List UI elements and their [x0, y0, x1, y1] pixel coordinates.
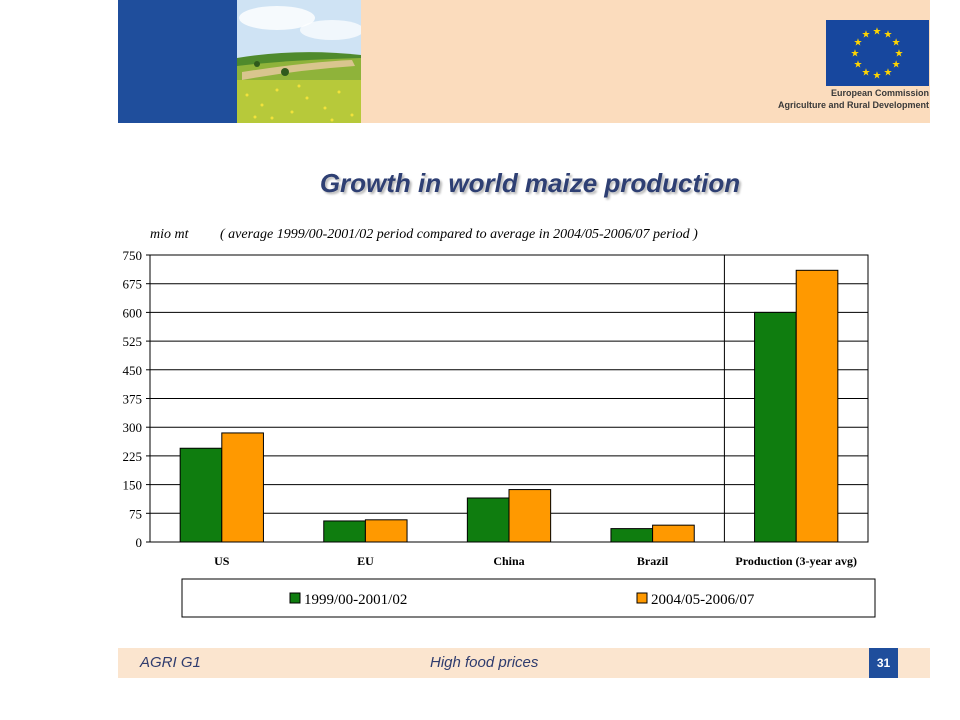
y-tick-label: 0	[136, 535, 143, 550]
page-number: 31	[869, 648, 898, 678]
eu-logo: ★ ★ ★ ★ ★ ★ ★ ★ ★ ★ ★ ★ European Commission Agricul…	[771, 20, 931, 115]
eu-star-icon: ★	[853, 38, 862, 49]
bar-series2	[364, 519, 408, 543]
y-tick-label: 225	[123, 449, 143, 464]
eu-star-icon: ★	[862, 29, 871, 40]
footer-band	[118, 648, 930, 678]
eu-star-icon: ★	[853, 60, 862, 71]
eu-star-icon: ★	[895, 49, 904, 60]
footer-unit: AGRI G1	[140, 654, 201, 671]
x-tick-label: Production (3-year avg)	[735, 554, 857, 568]
legend-label: 2004/05-2006/07	[651, 592, 755, 608]
header-blue-block	[118, 0, 237, 123]
bar-series2	[652, 524, 695, 543]
eu-star-icon: ★	[892, 60, 901, 71]
y-tick-label: 375	[123, 392, 143, 407]
chart-title: Growth in world maize production	[319, 168, 741, 198]
eu-star-icon: ★	[873, 71, 882, 82]
eu-star-icon: ★	[862, 68, 871, 79]
y-tick-label: 450	[123, 363, 143, 378]
bar-series2	[795, 269, 839, 543]
eu-star-icon: ★	[892, 38, 901, 49]
x-tick-label: EU	[357, 554, 374, 568]
bar-series1	[179, 447, 223, 543]
y-tick-label: 525	[123, 334, 143, 349]
x-tick-label: China	[493, 554, 524, 568]
legend-box	[181, 578, 876, 618]
legend: 1999/00-2001/02 2004/05-2006/07	[181, 578, 876, 618]
y-tick-label: 600	[123, 305, 143, 320]
bar-series1	[610, 528, 654, 543]
x-tick-label: Brazil	[637, 554, 669, 568]
eu-star-icon: ★	[884, 29, 893, 40]
bar-series1	[754, 311, 797, 543]
y-axis-unit: mio mt	[150, 227, 189, 242]
eu-flag-icon: ★ ★ ★ ★ ★ ★ ★ ★ ★ ★ ★ ★	[826, 20, 929, 86]
chart-subtitle: ( average 1999/00-2001/02 period compare…	[220, 227, 698, 242]
org-name: European Commission	[830, 88, 929, 98]
x-tick-label: US	[214, 554, 230, 568]
y-tick-label: 750	[123, 248, 143, 263]
countryside-photo	[237, 0, 361, 123]
eu-star-icon: ★	[851, 49, 860, 60]
legend-label: 1999/00-2001/02	[304, 592, 407, 608]
y-tick-label: 675	[123, 277, 143, 292]
legend-swatch	[289, 592, 301, 604]
bar-series1	[323, 520, 366, 543]
footer-topic: High food prices	[430, 654, 539, 671]
bar-series2	[221, 432, 264, 543]
bar-series1	[466, 497, 510, 543]
org-department: Agriculture and Rural Development	[777, 100, 929, 110]
y-tick-label: 300	[123, 420, 143, 435]
bar-series2	[508, 489, 552, 543]
eu-star-icon: ★	[873, 27, 882, 38]
eu-star-icon: ★	[884, 68, 893, 79]
y-tick-label: 75	[129, 506, 142, 521]
y-tick-label: 150	[123, 478, 143, 493]
legend-swatch	[636, 592, 648, 604]
